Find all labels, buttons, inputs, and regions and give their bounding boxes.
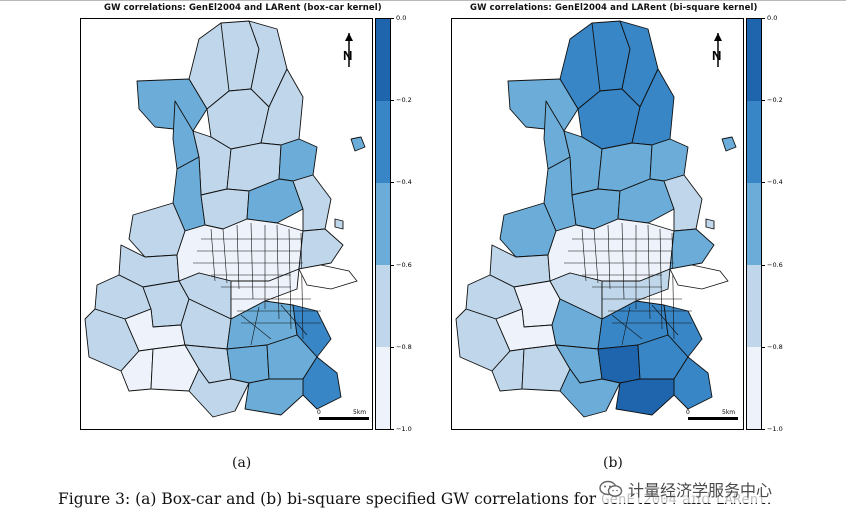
region xyxy=(128,202,186,258)
region xyxy=(350,136,366,152)
scale-zero: 0 xyxy=(686,409,690,416)
region xyxy=(721,136,737,152)
region xyxy=(499,202,557,258)
scale-bar: 0 5km xyxy=(317,409,369,420)
panel-a-title: GW correlations: GenEl2004 and LARent (b… xyxy=(104,3,382,13)
legend-step xyxy=(747,19,761,101)
region xyxy=(649,138,689,182)
subfigure-label-a: (a) xyxy=(232,455,252,471)
legend-step xyxy=(376,19,390,101)
panel-b-title: GW correlations: GenEl2004 and LARent (b… xyxy=(470,3,758,13)
panel-a-map: N 0 5km xyxy=(80,18,373,430)
region xyxy=(244,378,304,416)
legend-step xyxy=(747,183,761,265)
caption-prefix: Figure 3: (a) Box-car and (b) bi-square … xyxy=(58,490,597,508)
region xyxy=(547,218,675,282)
legend-tick: 0.0 xyxy=(391,15,406,22)
legend-step xyxy=(376,265,390,347)
legend-step xyxy=(747,347,761,429)
map-b-svg xyxy=(455,20,737,418)
region xyxy=(559,368,621,418)
watermark: 计量经济学服务中心 xyxy=(596,475,776,503)
region xyxy=(597,344,641,384)
region xyxy=(188,368,250,418)
legend-tick: −0.8 xyxy=(762,344,783,351)
region xyxy=(615,378,675,416)
watermark-text: 计量经济学服务中心 xyxy=(628,481,773,500)
legend-tick: −0.6 xyxy=(762,262,783,269)
panel-b-legend-ticks: 0.0 −0.2 −0.4 −0.6 −0.8 −1.0 xyxy=(762,15,802,433)
region xyxy=(298,228,344,270)
legend-tick: −0.6 xyxy=(391,262,412,269)
panel-a-legend xyxy=(375,18,391,430)
north-arrow-icon: N xyxy=(343,33,353,67)
scale-bar: 0 5km xyxy=(686,409,738,420)
legend-tick: 0.0 xyxy=(762,15,777,22)
panel-b-map: N 0 5km xyxy=(451,18,744,430)
north-arrow-icon: N xyxy=(712,33,722,67)
scale-dist: 5km xyxy=(722,409,735,416)
panel-b-legend xyxy=(746,18,762,430)
region xyxy=(226,344,270,384)
legend-step xyxy=(747,265,761,347)
wechat-icon xyxy=(599,480,623,497)
panel-a-legend-ticks: 0.0 −0.2 −0.4 −0.6 −0.8 −1.0 xyxy=(391,15,431,433)
legend-tick: −0.4 xyxy=(391,179,412,186)
scale-dist: 5km xyxy=(353,409,366,416)
legend-tick: −0.2 xyxy=(391,97,412,104)
north-label: N xyxy=(343,48,352,63)
legend-tick: −1.0 xyxy=(762,426,783,433)
legend-tick: −0.2 xyxy=(762,97,783,104)
north-label: N xyxy=(712,48,721,63)
scale-zero: 0 xyxy=(317,409,321,416)
legend-step xyxy=(376,347,390,429)
legend-tick: −0.4 xyxy=(762,179,783,186)
region xyxy=(176,218,304,282)
region xyxy=(278,138,318,182)
map-a-svg xyxy=(84,20,366,418)
legend-step xyxy=(376,101,390,183)
legend-tick: −0.8 xyxy=(391,344,412,351)
region xyxy=(705,218,715,230)
subfigure-label-b: (b) xyxy=(603,455,623,471)
region xyxy=(669,228,715,270)
legend-step xyxy=(376,183,390,265)
legend-step xyxy=(747,101,761,183)
top-rule xyxy=(0,0,846,1)
region xyxy=(334,218,344,230)
legend-tick: −1.0 xyxy=(391,426,412,433)
